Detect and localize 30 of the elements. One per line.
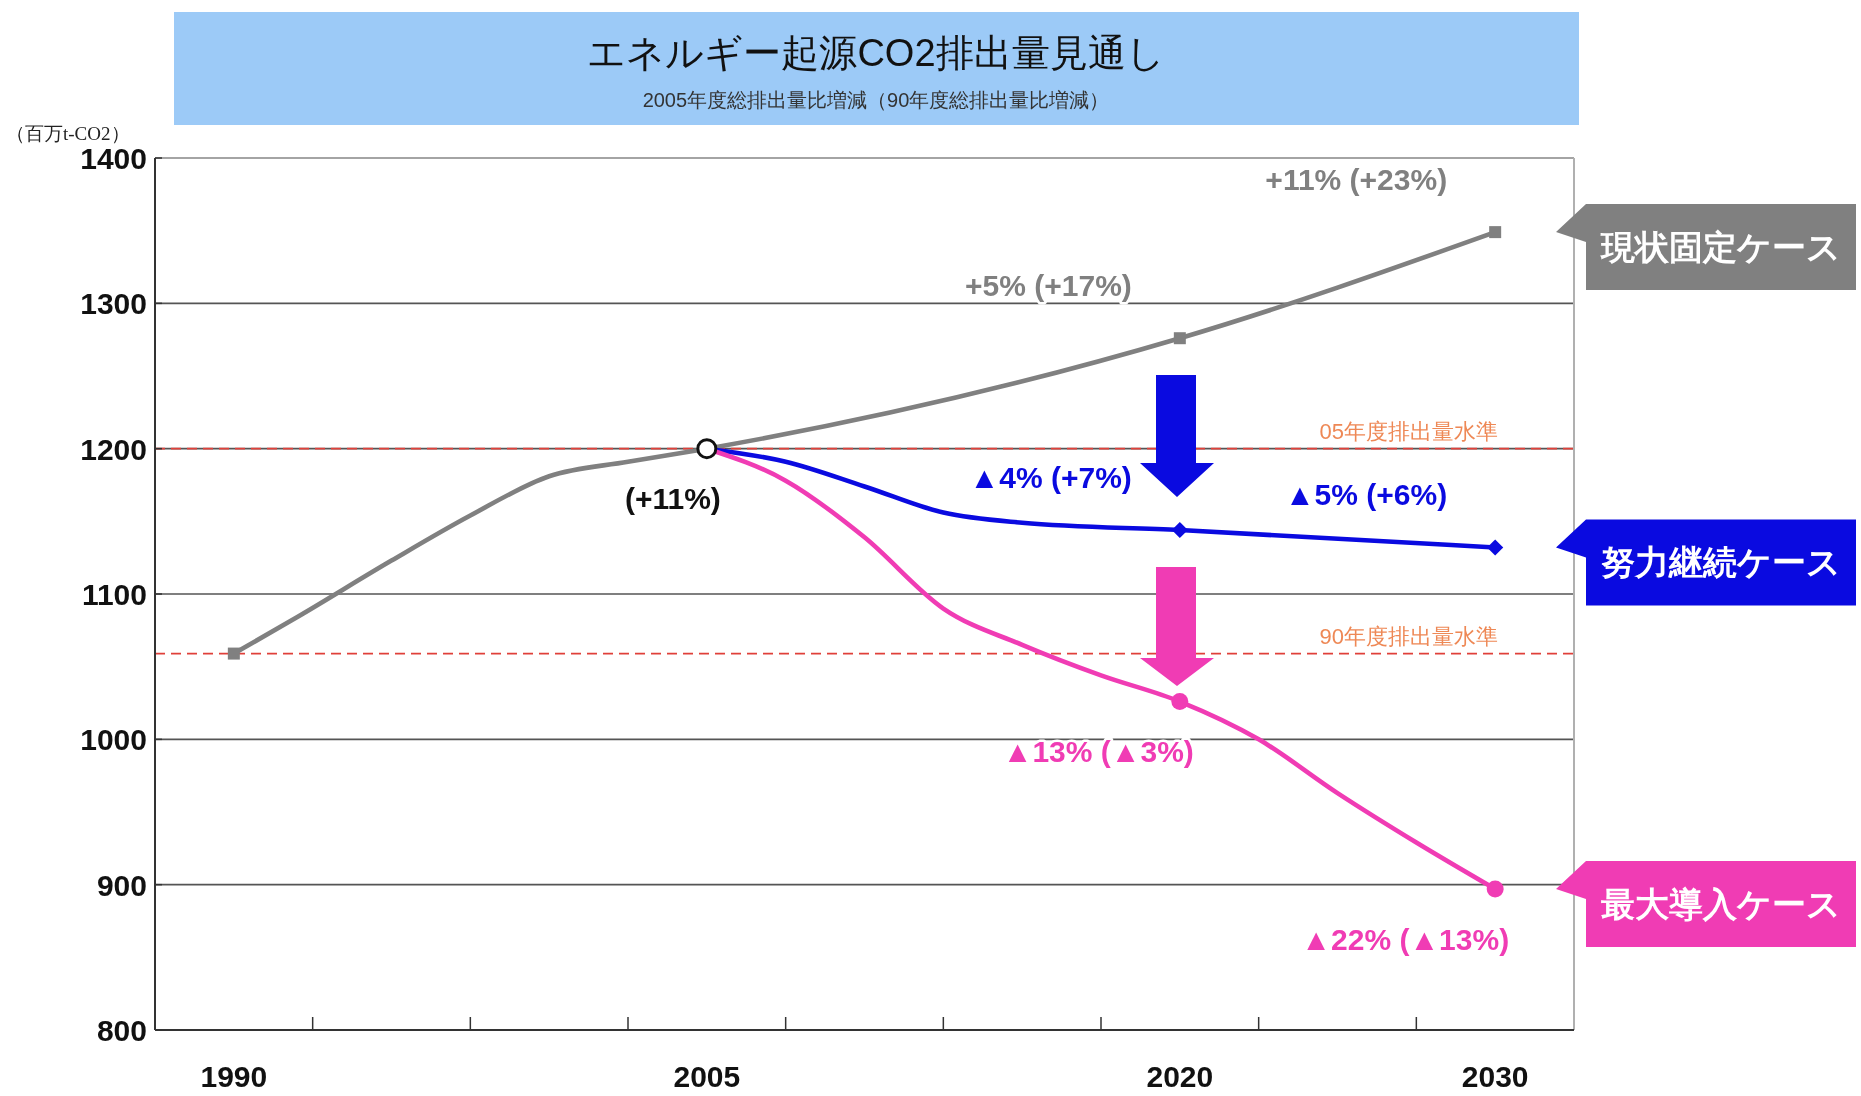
point (1173, 332, 1186, 345)
x-tick-label: 1990 (200, 1060, 268, 1093)
point (1171, 693, 1189, 711)
annotation: +11% (+23%) (1265, 162, 1448, 196)
x-tick-label: 2020 (1146, 1060, 1214, 1093)
chart-subtitle: 2005年度総排出量比増減（90年度総排出量比増減） (642, 89, 1110, 111)
x-tick-label: 2005 (673, 1060, 741, 1093)
y-tick-label: 1100 (81, 578, 147, 611)
chart-title: エネルギー起源CO2排出量見通し (587, 32, 1165, 74)
annotation: ▲5% (+6%) (1284, 477, 1448, 511)
ref-line-label: 05年度排出量水準 (1319, 418, 1498, 444)
ref-line-label: 90年度排出量水準 (1319, 623, 1498, 649)
annotation: ▲4% (+7%) (969, 460, 1132, 494)
x-tick-label: 2030 (1461, 1060, 1529, 1093)
point (1489, 226, 1502, 239)
point (227, 647, 240, 660)
y-axis-title: （百万t-CO2） (6, 123, 130, 144)
point (1486, 880, 1504, 898)
point (1487, 539, 1504, 556)
heading: エネルギー起源CO2排出量見通し 2005年度総排出量比増減（90年度総排出量比増減） (174, 12, 1579, 125)
annotation: ▲22% (▲13%) (1301, 922, 1510, 956)
annotation: +5% (+17%) (965, 268, 1132, 302)
y-tick-label: 1000 (80, 723, 147, 757)
annotation: ▲13% (▲3%) (1002, 735, 1194, 769)
annotation: (+11%) (624, 482, 721, 516)
y-tick-label: 900 (96, 868, 147, 902)
y-tick-label: 1200 (80, 432, 147, 466)
y-tick-label: 800 (96, 1014, 147, 1047)
point (1171, 521, 1188, 539)
y-tick-label: 1300 (80, 287, 147, 321)
